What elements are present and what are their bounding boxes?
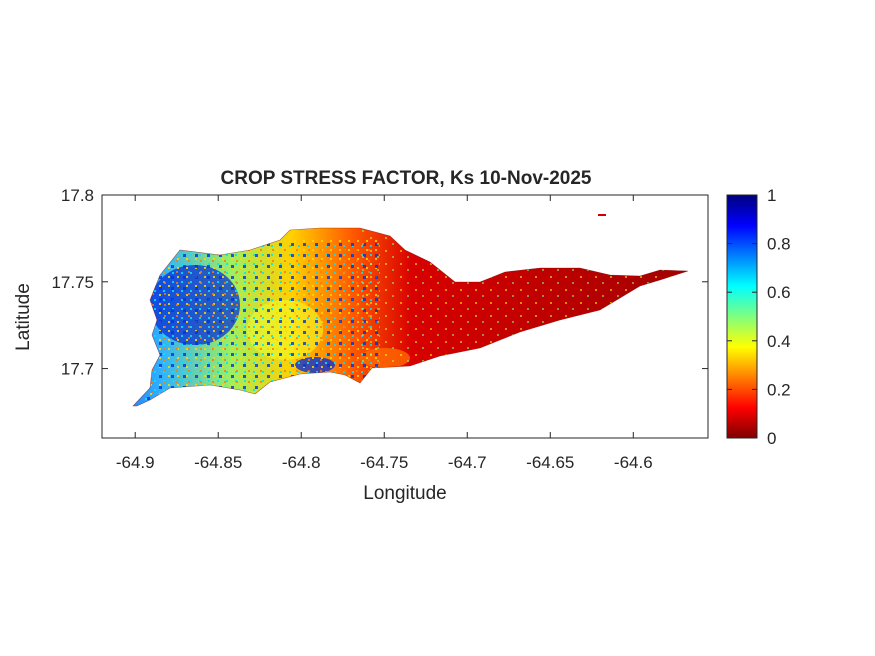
islet bbox=[598, 214, 606, 216]
colorbar-tick-label: 0.4 bbox=[767, 332, 791, 351]
colorbar-tick-label: 0 bbox=[767, 429, 776, 448]
x-tick-label: -64.7 bbox=[448, 453, 487, 472]
y-tick-label: 17.8 bbox=[61, 186, 94, 205]
colorbar-ticks: 1 0.8 0.6 0.4 0.2 0 bbox=[727, 186, 791, 448]
y-axis-label: Latitude bbox=[13, 283, 34, 351]
colorbar-tick-label: 0.8 bbox=[767, 235, 791, 254]
x-tick-label: -64.6 bbox=[614, 453, 653, 472]
x-tick-label: -64.9 bbox=[116, 453, 155, 472]
x-axis: -64.9 -64.85 -64.8 -64.75 -64.7 -64.65 -64.6 bbox=[116, 195, 653, 472]
y-tick-label: 17.7 bbox=[61, 360, 94, 379]
colorbar-tick-label: 0.6 bbox=[767, 283, 791, 302]
colorbar-tick-label: 0.2 bbox=[767, 380, 791, 399]
x-axis-label: Longitude bbox=[363, 483, 446, 504]
y-tick-label: 17.75 bbox=[51, 273, 94, 292]
x-tick-label: -64.65 bbox=[526, 453, 574, 472]
colorbar-tick-label: 1 bbox=[767, 186, 776, 205]
y-axis: 17.8 17.75 17.7 bbox=[51, 186, 708, 379]
x-tick-label: -64.75 bbox=[360, 453, 408, 472]
x-tick-label: -64.85 bbox=[194, 453, 242, 472]
x-tick-label: -64.8 bbox=[282, 453, 321, 472]
chart-title: CROP STRESS FACTOR, Ks 10-Nov-2025 bbox=[221, 168, 592, 189]
colorbar-gradient bbox=[726, 194, 758, 439]
colorbar: 1 0.8 0.6 0.4 0.2 0 bbox=[726, 186, 791, 448]
